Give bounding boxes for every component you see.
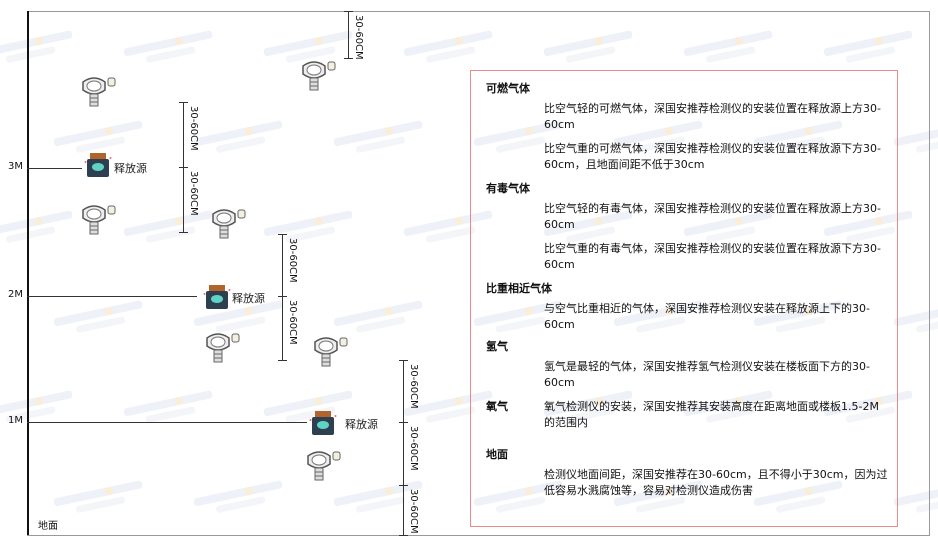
gas-detector-icon xyxy=(298,58,338,98)
note-toxic-light: 比空气轻的有毒气体，深国安推荐检测仪的安装位置在释放源上方30-60cm xyxy=(544,202,881,231)
dimension-tick xyxy=(278,234,287,235)
dimension-label: 30-60CM xyxy=(408,489,419,534)
level-1m-line xyxy=(27,422,307,423)
heading-similar: 比重相近气体 xyxy=(486,282,552,295)
note-hydrogen: 氢气是最轻的气体，深国安推荐氢气检测仪安装在楼板面下方的30-60cm xyxy=(544,360,870,389)
release-source-label: 释放源 xyxy=(345,418,378,431)
dimension-label: 30-60CM xyxy=(287,238,298,283)
note-toxic-heavy: 比空气重的有毒气体，深国安推荐检测仪的安装位置在释放源下方30-60cm xyxy=(544,242,881,271)
watermark-logo xyxy=(680,30,790,68)
gas-detector-icon xyxy=(78,202,118,242)
gas-detector-icon xyxy=(208,206,248,246)
dimension-tick xyxy=(278,296,287,297)
dimension-tick xyxy=(399,535,408,536)
dimension-label: 30-60CM xyxy=(408,426,419,471)
dimension-line xyxy=(403,485,404,535)
oxygen-row: 氧气 氧气检测仪的安装，深国安推荐其安装高度在距离地面或楼板1.5-2M的范围内 xyxy=(486,399,889,431)
gas-detector-icon xyxy=(310,334,350,374)
dimension-tick xyxy=(179,167,188,168)
dimension-line xyxy=(282,296,283,360)
dimension-label: 30-60CM xyxy=(353,15,364,60)
ground-label: 地面 xyxy=(38,521,58,532)
gas-detector-icon xyxy=(202,330,242,370)
note-oxygen: 氧气检测仪的安装，深国安推荐其安装高度在距离地面或楼板1.5-2M的范围内 xyxy=(544,400,879,429)
release-source-icon xyxy=(203,284,231,314)
dimension-line xyxy=(183,167,184,232)
dimension-tick xyxy=(344,58,353,59)
watermark-logo xyxy=(50,480,160,518)
wall-line xyxy=(27,11,29,536)
gas-detector-icon xyxy=(303,448,343,488)
dimension-tick xyxy=(278,360,287,361)
watermark-logo xyxy=(190,120,300,158)
watermark-logo xyxy=(120,30,230,68)
release-source-label: 释放源 xyxy=(232,292,265,305)
heading-combustible: 可燃气体 xyxy=(486,82,530,95)
dimension-label: 30-60CM xyxy=(408,364,419,409)
dimension-tick xyxy=(179,232,188,233)
dimension-tick xyxy=(179,102,188,103)
level-1m: 1M xyxy=(8,415,23,426)
gas-detector-icon xyxy=(78,74,118,114)
heading-ground: 地面 xyxy=(486,448,508,461)
dimension-tick xyxy=(344,11,353,12)
watermark-logo xyxy=(400,30,510,68)
watermark-logo xyxy=(50,300,160,338)
level-2m-line xyxy=(27,296,197,297)
dimension-line xyxy=(403,360,404,422)
note-combustible-heavy: 比空气重的可燃气体，深国安推荐检测仪的安装位置在释放源下方30-60cm，且地面… xyxy=(544,142,881,171)
level-2m: 2M xyxy=(8,289,23,300)
note-combustible-light: 比空气轻的可燃气体，深国安推荐检测仪的安装位置在释放源上方30-60cm xyxy=(544,102,881,131)
watermark-logo xyxy=(330,480,440,518)
watermark-logo xyxy=(820,30,930,68)
right-frame xyxy=(929,11,930,536)
note-similar: 与空气比重相近的气体，深国安推荐检测仪安装在释放源上下的30-60cm xyxy=(544,302,870,331)
heading-oxygen: 氧气 xyxy=(486,400,508,413)
watermark-logo xyxy=(330,120,440,158)
dimension-line xyxy=(282,234,283,296)
level-3m: 3M xyxy=(8,161,23,172)
dimension-tick xyxy=(399,485,408,486)
dimension-tick xyxy=(399,360,408,361)
dimension-label: 30-60CM xyxy=(188,106,199,151)
ground-line xyxy=(27,535,930,536)
watermark-logo xyxy=(260,210,370,248)
notes-panel: 可燃气体 比空气轻的可燃气体，深国安推荐检测仪的安装位置在释放源上方30-60c… xyxy=(470,70,898,527)
note-ground: 检测仪地面间距，深国安推荐在30-60cm，且不得小于30cm，因为过低容易水溅… xyxy=(544,468,888,497)
dimension-label: 30-60CM xyxy=(188,171,199,216)
watermark-logo xyxy=(330,300,440,338)
dimension-label: 30-60CM xyxy=(287,300,298,345)
release-source-icon xyxy=(84,152,112,182)
watermark-logo xyxy=(0,210,90,248)
dimension-tick xyxy=(399,422,408,423)
dimension-line xyxy=(183,102,184,167)
level-3m-line xyxy=(27,168,82,169)
dimension-line xyxy=(403,422,404,485)
watermark-logo xyxy=(0,30,90,68)
release-source-label: 释放源 xyxy=(114,162,147,175)
heading-toxic: 有毒气体 xyxy=(486,182,530,195)
dimension-line xyxy=(348,11,349,58)
watermark-logo xyxy=(540,30,650,68)
heading-hydrogen: 氢气 xyxy=(486,340,508,353)
ceiling-line xyxy=(27,11,930,12)
release-source-icon xyxy=(309,410,337,440)
watermark-logo xyxy=(190,480,300,518)
